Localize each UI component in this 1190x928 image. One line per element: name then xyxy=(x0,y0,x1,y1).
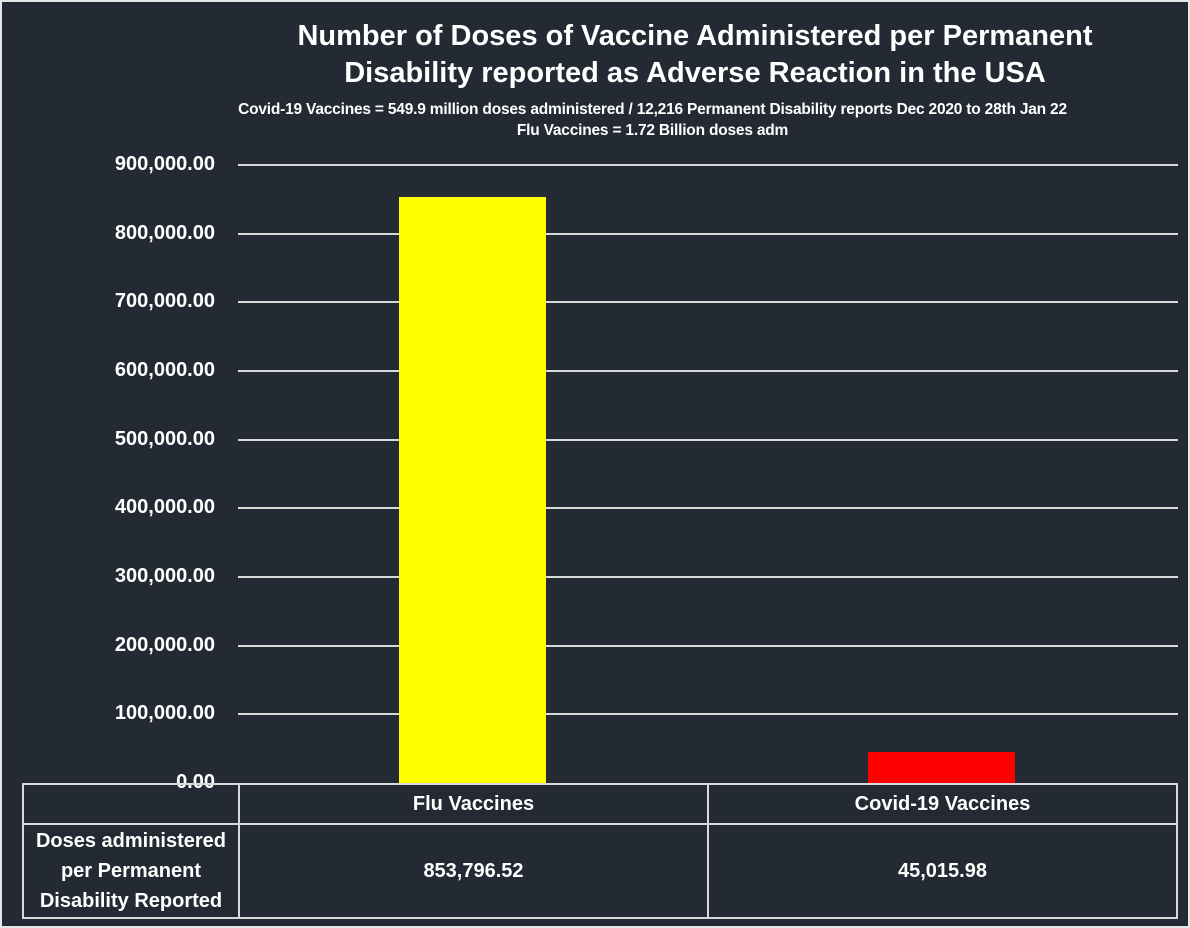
table-row-label-line2: per Permanent xyxy=(60,860,202,882)
gridline xyxy=(238,370,1178,372)
y-axis-tick-label: 600,000.00 xyxy=(114,359,215,382)
chart-subtitle-line2: Flu Vaccines = 1.72 Billion doses adm xyxy=(516,122,789,139)
table-value-flu-vaccines: 853,796.52 xyxy=(238,823,709,919)
table-header-covid-19-vaccines: Covid-19 Vaccines xyxy=(707,783,1178,825)
gridline xyxy=(238,507,1178,510)
table-row-label-line1: Doses administered xyxy=(35,830,227,852)
y-axis-tick-label: 100,000.00 xyxy=(114,702,215,725)
gridline xyxy=(238,644,1178,647)
table-stub-empty-cell xyxy=(22,783,240,825)
data-table: Flu Vaccines Covid-19 Vaccines Doses adm… xyxy=(22,783,1178,919)
y-axis-tick-label: 200,000.00 xyxy=(114,633,215,656)
y-axis-tick-label: 800,000.00 xyxy=(114,221,215,244)
y-axis-tick-label: 700,000.00 xyxy=(114,290,215,313)
gridline xyxy=(238,164,1178,166)
gridline xyxy=(238,301,1178,304)
y-axis-tick-label: 400,000.00 xyxy=(114,496,215,519)
chart-subtitle: Covid-19 Vaccines = 549.9 million doses … xyxy=(122,99,1183,141)
chart-title-line2: Disability reported as Adverse Reaction … xyxy=(344,57,1046,89)
y-axis-tick-label: 900,000.00 xyxy=(114,153,215,176)
table-value-row: Doses administered per Permanent Disabil… xyxy=(22,823,1178,919)
gridline xyxy=(238,713,1178,716)
y-axis-tick-label: 300,000.00 xyxy=(114,565,215,588)
table-row-label-line3: Disability Reported xyxy=(39,890,223,912)
gridline xyxy=(238,576,1178,578)
bar-flu-vaccines xyxy=(399,197,546,783)
gridline xyxy=(238,232,1178,235)
y-axis-tick-label: 500,000.00 xyxy=(114,427,215,450)
bar-covid-19-vaccines xyxy=(868,752,1015,783)
table-row-label: Doses administered per Permanent Disabil… xyxy=(22,823,240,919)
table-header-flu-vaccines: Flu Vaccines xyxy=(238,783,709,825)
chart-title-line1: Number of Doses of Vaccine Administered … xyxy=(297,20,1093,52)
chart-subtitle-line1: Covid-19 Vaccines = 549.9 million doses … xyxy=(238,101,1067,118)
chart-title: Number of Doses of Vaccine Administered … xyxy=(207,18,1183,92)
table-value-covid-19-vaccines: 45,015.98 xyxy=(707,823,1178,919)
gridline xyxy=(238,438,1178,441)
table-header-row: Flu Vaccines Covid-19 Vaccines xyxy=(22,783,1178,825)
